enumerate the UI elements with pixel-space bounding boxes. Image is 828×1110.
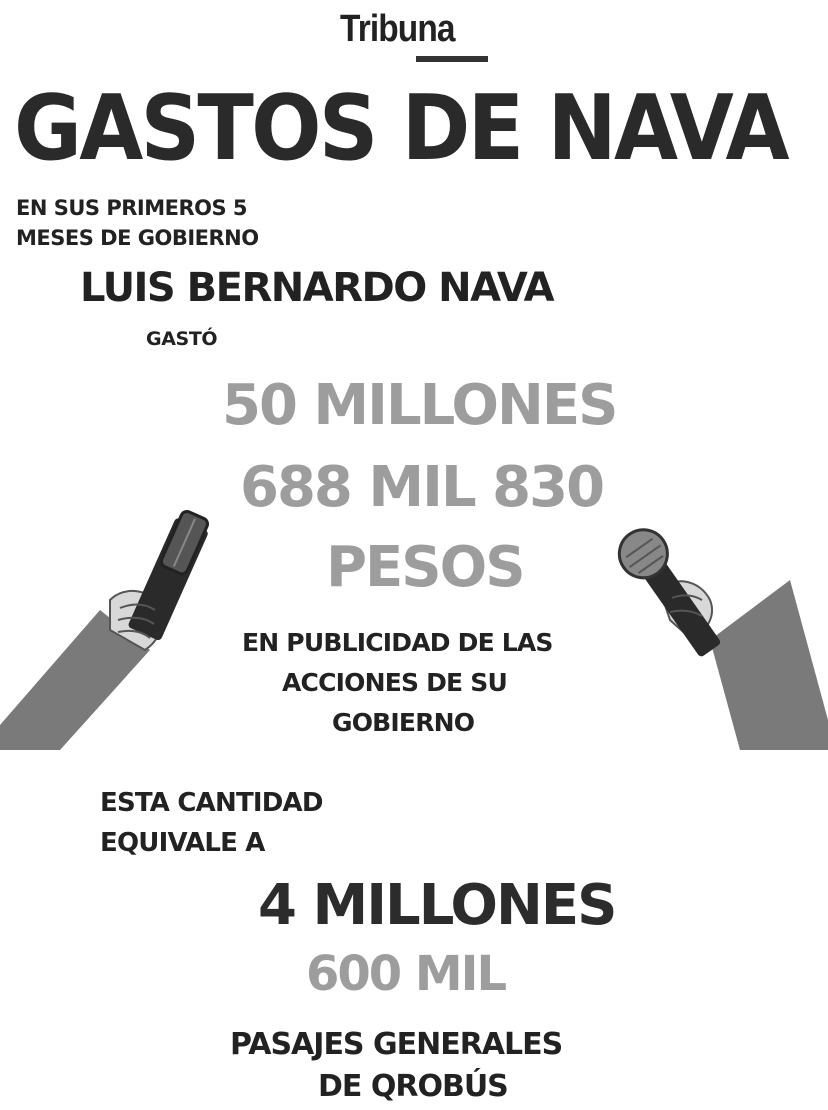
headline: GASTOS DE NAVA: [14, 76, 790, 181]
tribuna-logo: Tribuna: [340, 8, 490, 66]
intro-line-1: EN SUS PRIMEROS 5: [16, 196, 248, 220]
purpose-line-1: EN PUBLICIDAD DE LAS: [242, 628, 553, 657]
right-arm-sleeve: [710, 580, 828, 750]
left-arm-sleeve: [0, 610, 150, 750]
trips-line-2: 600 MIL: [306, 946, 507, 1002]
bus-line-1: PASAJES GENERALES: [230, 1027, 563, 1062]
amount-line-3: PESOS: [326, 535, 526, 600]
equivalence-line-2: EQUIVALE A: [100, 828, 265, 858]
bus-line-2: DE QROBÚS: [318, 1069, 509, 1104]
left-microphone: [128, 509, 210, 641]
amount-line-2: 688 MIL 830: [240, 455, 605, 520]
amount-line-1: 50 MILLONES: [222, 373, 618, 438]
trips-line-1: 4 MILLONES: [258, 873, 617, 938]
logo-wordmark: Tribuna: [340, 8, 455, 50]
purpose-line-2: ACCIONES DE SU: [282, 668, 508, 697]
purpose-line-3: GOBIERNO: [332, 708, 475, 737]
equivalence-line-1: ESTA CANTIDAD: [100, 788, 323, 818]
intro-line-2: MESES DE GOBIERNO: [16, 226, 259, 250]
person-name: LUIS BERNARDO NAVA: [80, 265, 555, 311]
microphone-right-icon: [617, 528, 828, 750]
verb-spent: GASTÓ: [146, 328, 218, 350]
microphone-left-icon: [0, 509, 210, 750]
right-microphone: [617, 528, 721, 657]
logo-tagline-bar: [416, 56, 488, 62]
